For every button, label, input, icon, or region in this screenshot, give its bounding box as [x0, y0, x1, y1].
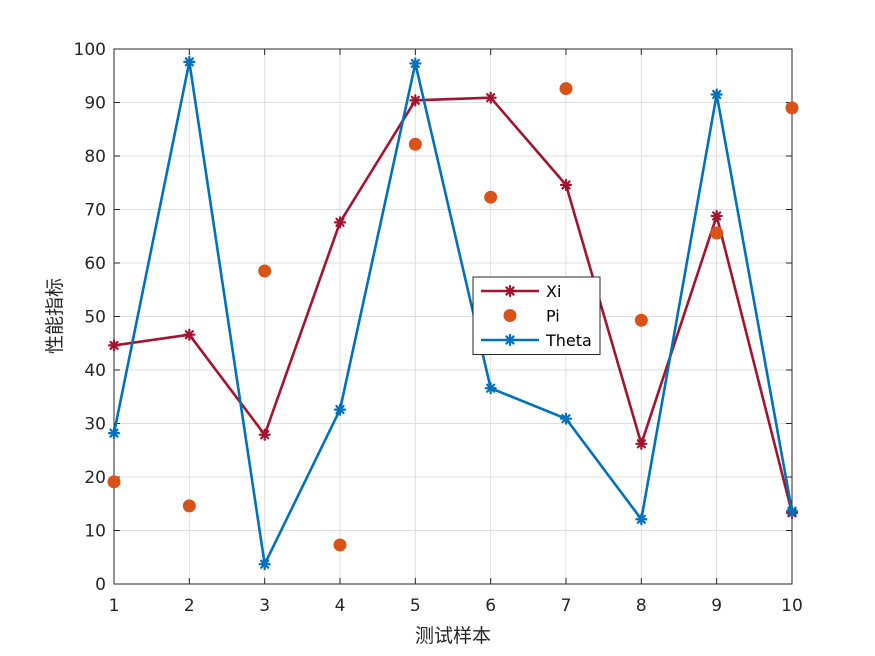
y-tick-labels: 0 10 20 30 40 50 60 70 80 90 100: [74, 40, 106, 595]
x-tick-label: 2: [184, 596, 195, 616]
legend-label-pi: Pi: [546, 307, 560, 326]
data-point-xi: [258, 428, 271, 441]
legend-marker-pi: [503, 309, 517, 322]
legend: Xi Pi Theta: [472, 276, 601, 355]
axes-frame: [113, 48, 793, 585]
legend-label-xi: Xi: [546, 282, 561, 301]
legend-item-xi: Xi: [481, 282, 561, 301]
data-point-theta: [183, 55, 196, 68]
y-tick-label: 90: [84, 94, 106, 114]
data-point-theta: [409, 57, 422, 70]
x-tick-label: 10: [781, 596, 803, 616]
x-tick-label: 5: [410, 596, 421, 616]
y-tick-label: 30: [84, 415, 106, 435]
y-tick-label: 60: [84, 254, 106, 274]
data-point-xi: [484, 91, 497, 104]
y-tick-label: 40: [84, 361, 106, 381]
data-point-pi: [107, 475, 121, 489]
x-tick-label: 7: [561, 596, 572, 616]
x-axis-label: 测试样本: [415, 625, 491, 647]
y-tick-label: 0: [95, 575, 106, 595]
x-tick-label: 6: [485, 596, 496, 616]
data-point-xi: [183, 328, 196, 341]
y-tick-label: 100: [74, 40, 106, 60]
x-tick-label: 9: [711, 596, 722, 616]
data-point-pi: [408, 137, 422, 151]
data-point-theta: [333, 403, 347, 416]
y-tick-label: 10: [84, 522, 106, 542]
series-theta: [107, 55, 799, 571]
data-point-xi: [635, 437, 648, 450]
data-point-xi: [333, 216, 347, 229]
legend-item-pi: Pi: [503, 307, 560, 326]
y-tick-label: 50: [84, 308, 106, 328]
data-point-xi: [409, 94, 422, 107]
x-tick-label: 4: [335, 596, 346, 616]
data-point-pi: [559, 82, 573, 96]
data-point-pi: [785, 101, 799, 115]
data-point-theta: [559, 412, 573, 425]
x-tick-label: 3: [259, 596, 270, 616]
data-point-xi: [559, 178, 573, 191]
data-point-pi: [710, 226, 724, 240]
y-tick-label: 70: [84, 201, 106, 221]
data-point-theta: [710, 88, 723, 101]
data-point-xi: [107, 339, 121, 352]
series-line-xi: [113, 96, 794, 514]
y-axis-label: 性能指标: [44, 278, 66, 354]
legend-marker-xi: [503, 284, 517, 298]
series-layer: [107, 55, 799, 571]
data-point-theta: [785, 505, 799, 518]
data-point-pi: [182, 499, 196, 513]
data-point-theta: [635, 513, 648, 526]
legend-marker-theta: [503, 333, 517, 347]
legend-item-theta: Theta: [481, 331, 592, 350]
data-point-pi: [634, 313, 648, 327]
data-point-pi: [484, 190, 498, 204]
legend-label-theta: Theta: [545, 331, 592, 350]
data-point-xi: [710, 209, 723, 223]
data-point-pi: [333, 538, 347, 552]
data-point-pi: [258, 264, 272, 278]
y-tick-label: 80: [84, 147, 106, 167]
x-tick-label: 8: [636, 596, 647, 616]
x-tick-label: 1: [109, 596, 120, 616]
y-tick-label: 20: [84, 468, 106, 488]
data-point-theta: [258, 558, 271, 571]
x-tick-labels: 1 2 3 4 5 6 7 8 9 10: [109, 596, 803, 616]
data-point-theta: [107, 427, 121, 440]
data-point-theta: [484, 382, 497, 395]
series-line-theta: [112, 60, 794, 566]
series-pi: [107, 82, 799, 552]
